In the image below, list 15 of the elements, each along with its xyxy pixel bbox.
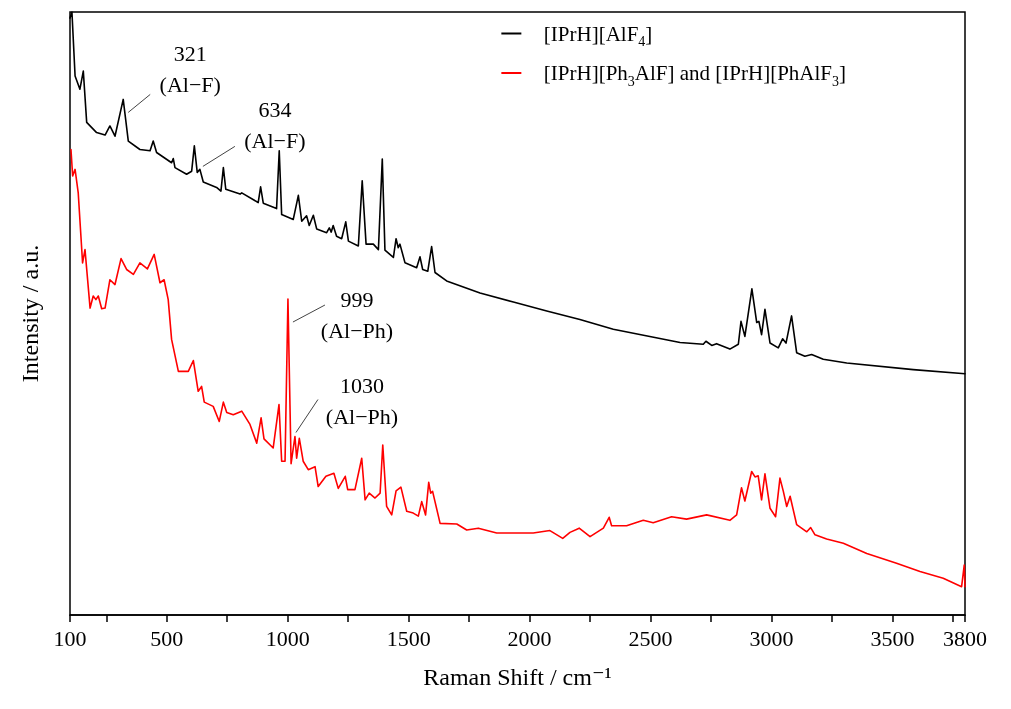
annotation: 999 (Al−Ph) <box>320 287 394 344</box>
x-tick-label: 100 <box>53 625 87 651</box>
x-tick-label: 1500 <box>386 625 431 651</box>
annotation: 1030 (Al−Ph) <box>325 372 399 429</box>
y-axis-title: Intensity / a.u. <box>17 244 43 383</box>
x-tick-label: 2500 <box>628 625 673 651</box>
x-tick-label: 2000 <box>507 625 552 651</box>
annotation: 321 (Al−F) <box>159 41 221 98</box>
x-tick-label: 3500 <box>870 625 915 651</box>
x-tick-label: 3800 <box>943 625 987 651</box>
x-tick-label: 1000 <box>265 625 310 651</box>
x-tick-label: 500 <box>150 625 184 651</box>
annotation: 634 (Al−F) <box>244 97 306 154</box>
x-axis-title: Raman Shift / cm⁻¹ <box>423 664 612 690</box>
x-tick-label: 3000 <box>749 625 794 651</box>
